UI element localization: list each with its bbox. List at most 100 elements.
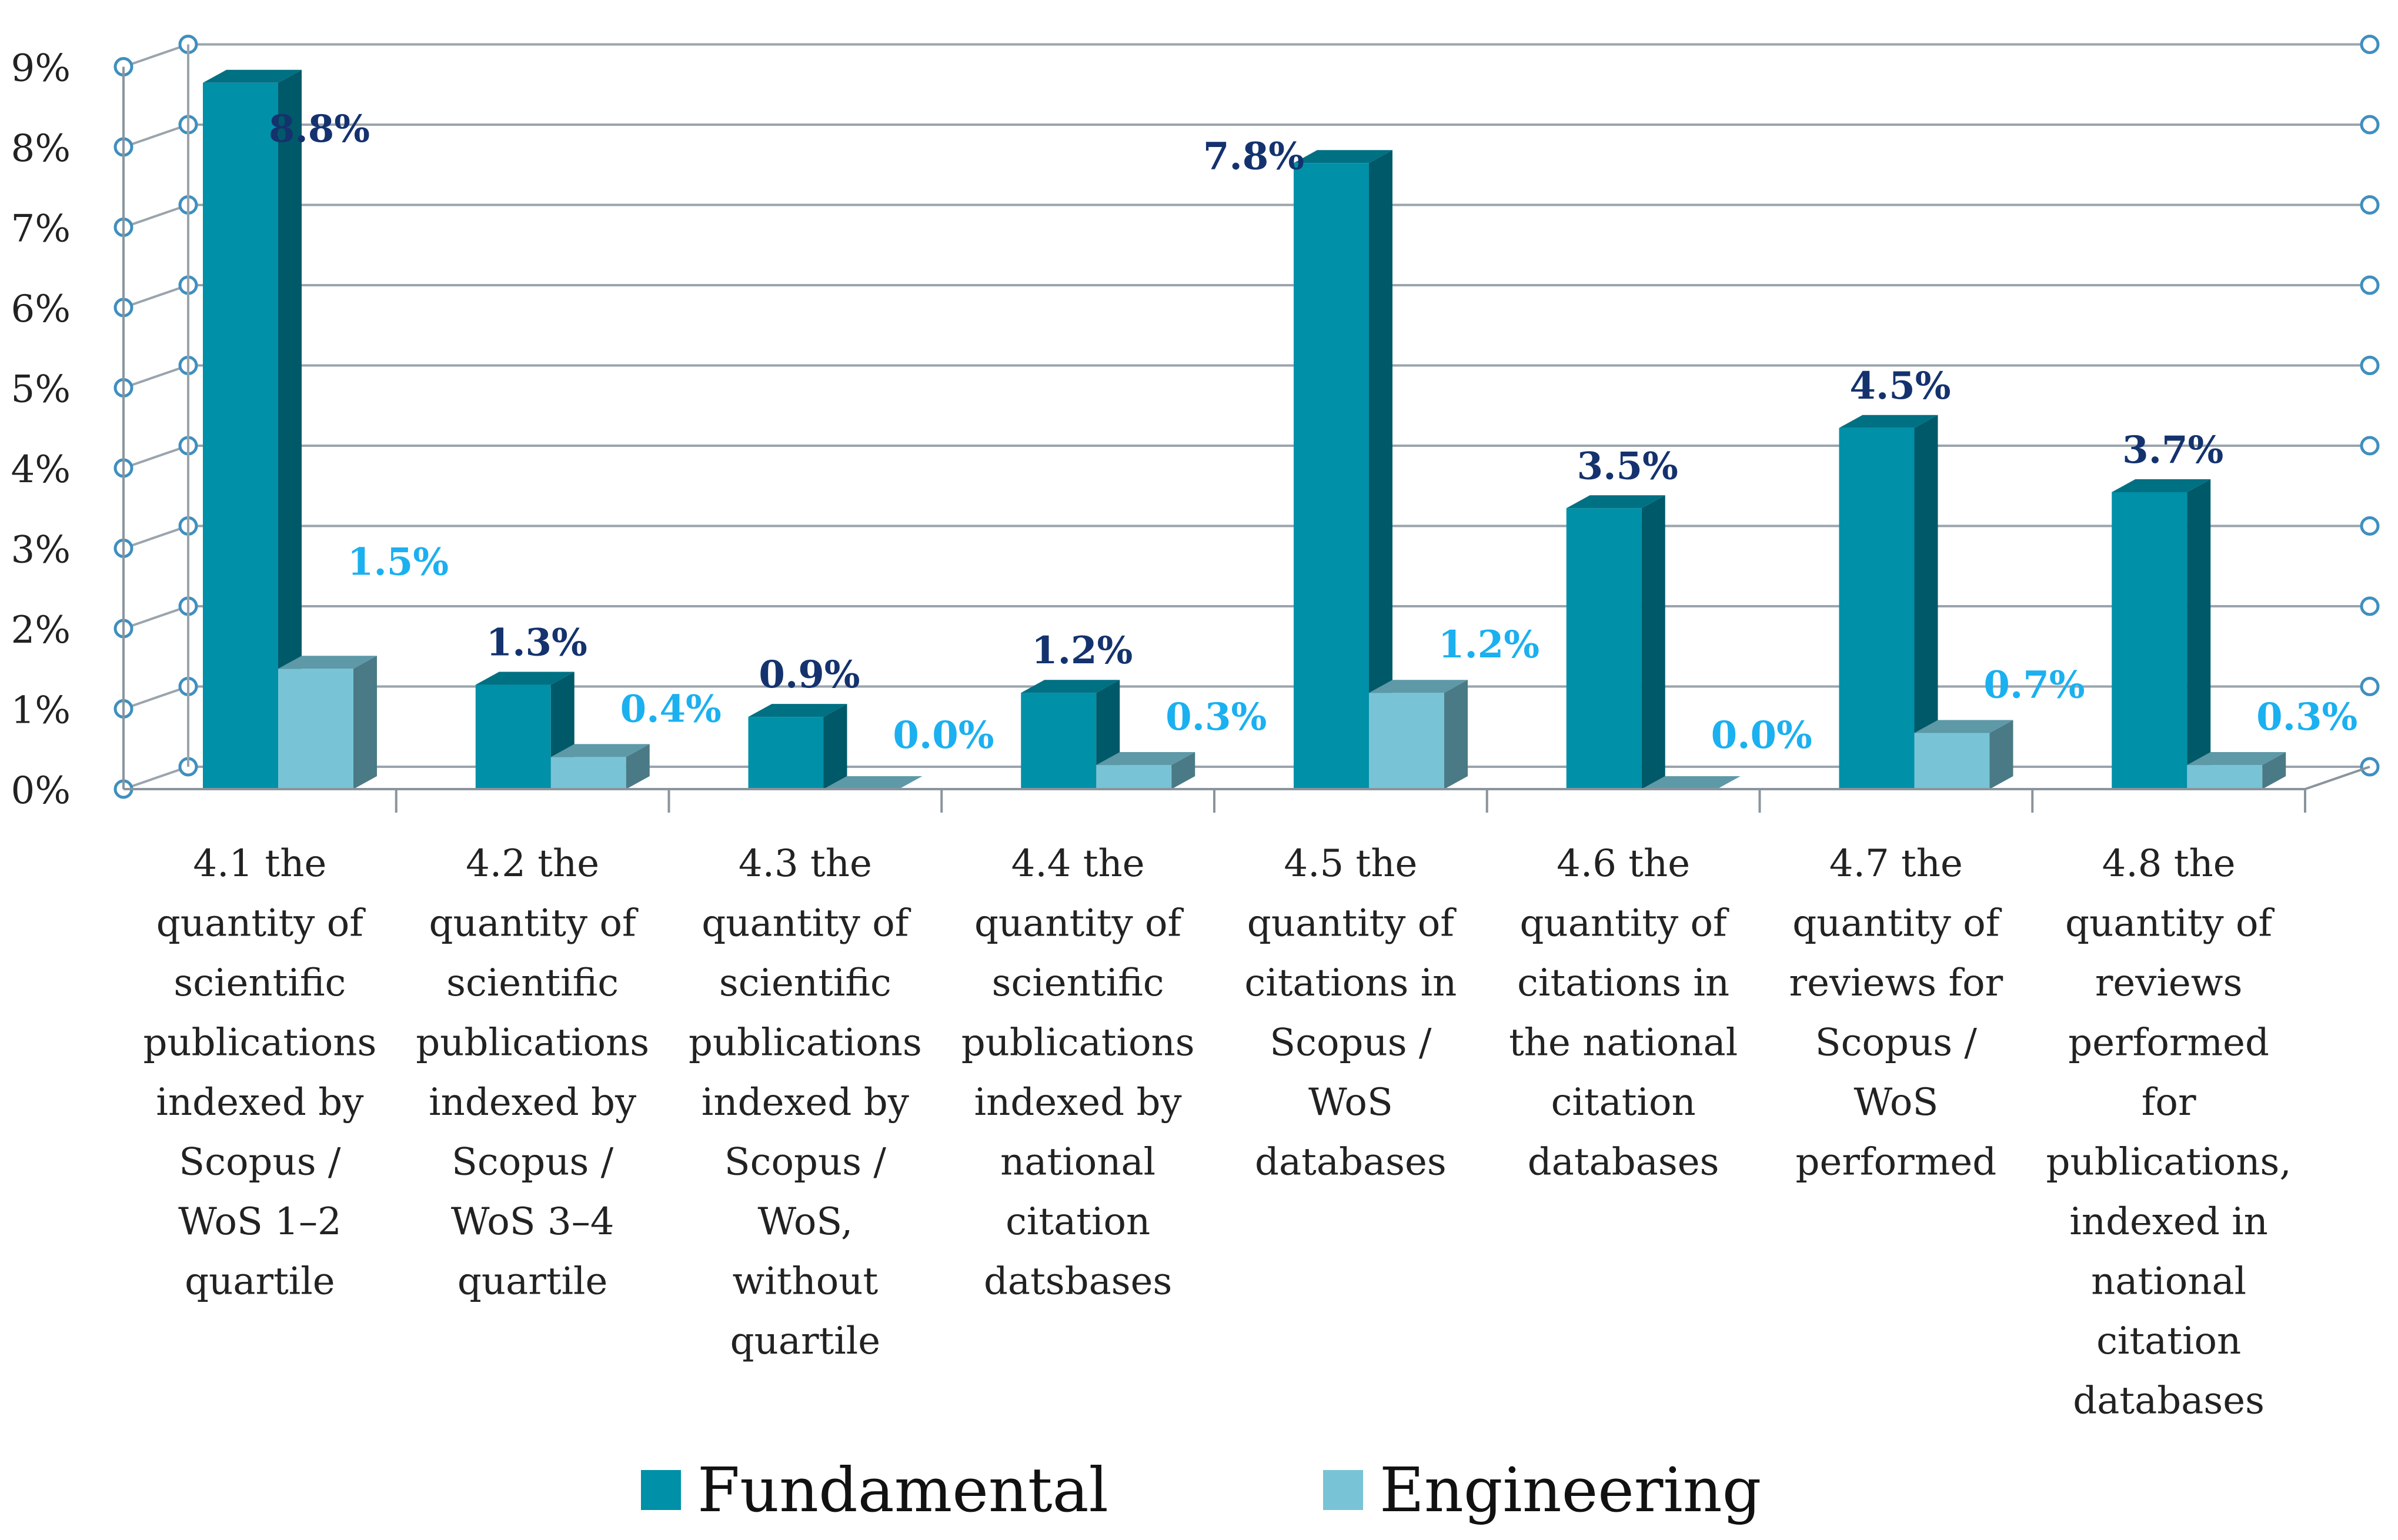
- y-tick-label: 3%: [11, 529, 71, 572]
- y-tick-label: 6%: [11, 288, 71, 331]
- data-label-fundamental: 1.3%: [486, 621, 587, 665]
- category-label-line: databases: [1255, 1141, 1447, 1184]
- y-tick-label: 4%: [11, 448, 71, 492]
- category-label-line: national: [1000, 1141, 1155, 1184]
- category-label: 4.2 the quantity of scientific publications…: [416, 842, 649, 1304]
- category-label-line: databases: [1528, 1141, 1719, 1184]
- bar-engineering-top: [1641, 776, 1741, 789]
- bar-fundamental-front: [1294, 163, 1369, 789]
- y-tick-label: 0%: [11, 769, 71, 813]
- category-label-line: quantity of: [1520, 902, 1730, 946]
- category-label-line: 4.6 the: [1557, 842, 1690, 886]
- data-label-engineering: 0.0%: [1711, 713, 1812, 757]
- bars: [203, 69, 2286, 789]
- category-label-line: quartile: [457, 1260, 607, 1304]
- bar-engineering-top: [1369, 680, 1468, 693]
- bar-fundamental-front: [2112, 492, 2187, 789]
- bar-fundamental-front: [1021, 693, 1097, 789]
- category-label-line: quantity of: [974, 902, 1184, 946]
- bar-fundamental-top: [1021, 680, 1120, 693]
- data-label-fundamental: 7.8%: [1203, 134, 1304, 178]
- bar-engineering-top: [550, 744, 650, 757]
- category-label-line: Scopus /: [452, 1141, 614, 1184]
- category-label-line: quartile: [730, 1319, 880, 1363]
- y-tick-label: 7%: [11, 208, 71, 251]
- category-label-line: without: [733, 1260, 879, 1304]
- category-label-line: scientific: [992, 961, 1164, 1005]
- category-label-line: 4.3 the: [739, 842, 872, 886]
- bar-fundamental-front: [475, 684, 551, 789]
- bar-fundamental-top: [203, 69, 302, 83]
- bar-fundamental-side: [278, 69, 302, 789]
- category-label-line: performed: [1795, 1141, 1996, 1184]
- bar-engineering-front: [278, 669, 353, 789]
- category-label-line: 4.4 the: [1011, 842, 1145, 886]
- category-label-line: indexed by: [702, 1081, 909, 1124]
- data-label-fundamental: 4.5%: [1849, 364, 1951, 408]
- bar-fundamental-front: [203, 82, 278, 789]
- bar-engineering-top: [1914, 720, 2013, 733]
- category-label-line: Scopus /: [179, 1141, 341, 1184]
- category-label-line: the national: [1509, 1021, 1738, 1065]
- legend-label-fundamental: Fundamental: [697, 1454, 1108, 1526]
- category-label: 4.7 the quantity of reviews for Scopus / WoS…: [1789, 842, 2003, 1184]
- gridline-depth: [123, 43, 189, 68]
- bar-fundamental-side: [2187, 479, 2211, 789]
- bar-engineering-side: [1444, 680, 1468, 789]
- category-label-line: citation: [2096, 1319, 2241, 1363]
- category-label-line: publications: [416, 1021, 649, 1065]
- category-label-line: indexed by: [156, 1081, 363, 1124]
- category-label-line: Scopus /: [1270, 1021, 1432, 1065]
- bar-engineering-side: [1989, 720, 2013, 789]
- bar-fundamental-top: [475, 672, 575, 685]
- category-label-line: citations in: [1244, 961, 1457, 1005]
- category-label-line: indexed by: [974, 1081, 1182, 1124]
- legend-swatch-fundamental: [641, 1470, 681, 1510]
- bar-fundamental-front: [748, 717, 824, 789]
- gridline-depth: [123, 605, 189, 630]
- bar-fundamental-side: [823, 704, 847, 789]
- category-label-line: scientific: [446, 961, 619, 1005]
- category-label: 4.4 the quantity of scientific publications…: [961, 842, 1195, 1304]
- bar-engineering-side: [1171, 752, 1195, 789]
- data-labels: 8.8% 1.5% 1.3% 0.4% 0.9% 0.0% 1.2% 0.3% 7.8% 1.2%…: [269, 107, 2357, 757]
- gridline-depth: [123, 766, 189, 790]
- category-label-line: quantity of: [2065, 902, 2275, 946]
- data-label-fundamental: 8.8%: [269, 107, 370, 151]
- axis-marker: [2360, 596, 2380, 616]
- axis-marker: [2360, 115, 2380, 135]
- category-label-line: scientific: [173, 961, 346, 1005]
- data-label-engineering: 1.5%: [348, 540, 449, 584]
- category-label-line: for: [2142, 1081, 2196, 1124]
- data-label-fundamental: 3.5%: [1577, 444, 1678, 488]
- data-label-fundamental: 3.7%: [2122, 428, 2223, 472]
- data-label-engineering: 0.7%: [1983, 663, 2085, 707]
- bar-fundamental-side: [1914, 415, 1938, 789]
- category-label-line: 4.1 the: [193, 842, 326, 886]
- bar-fundamental-top: [1294, 150, 1392, 163]
- legend-swatch-engineering: [1323, 1470, 1363, 1510]
- category-label-line: WoS: [1853, 1081, 1938, 1124]
- y-tick-label: 5%: [11, 368, 71, 412]
- category-label-line: indexed by: [429, 1081, 636, 1124]
- bar-engineering-front: [1096, 765, 1172, 789]
- category-label-line: citations in: [1517, 961, 1729, 1005]
- bar-fundamental-top: [1839, 415, 1938, 428]
- gridline-depth: [123, 525, 189, 550]
- floor-edge: [2305, 766, 2370, 790]
- bar-engineering-top: [1096, 752, 1195, 766]
- bar-engineering-top: [2187, 752, 2286, 766]
- category-label-line: WoS 3–4: [451, 1200, 614, 1244]
- bar-engineering-front: [1914, 733, 1990, 789]
- legend: Fundamental Engineering: [641, 1454, 1761, 1526]
- category-label-line: reviews for: [1789, 961, 2003, 1005]
- y-tick-label: 9%: [11, 47, 71, 91]
- category-label-line: quantity of: [429, 902, 639, 946]
- gridline-depth: [123, 364, 189, 389]
- gridline-depth: [123, 685, 189, 710]
- bar-engineering-side: [353, 656, 377, 789]
- gridline-depth: [123, 203, 189, 229]
- bar-engineering-top: [823, 776, 923, 789]
